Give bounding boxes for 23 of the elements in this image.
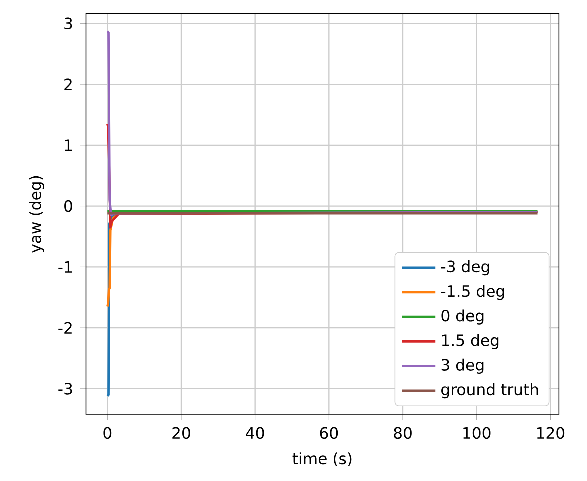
y-tick-label: -3 bbox=[58, 382, 72, 395]
x-tick-label: 60 bbox=[320, 427, 338, 439]
x-tick-label: 20 bbox=[172, 427, 190, 439]
y-tick-label: -1 bbox=[58, 261, 72, 273]
x-tick-label: 120 bbox=[537, 427, 565, 439]
legend-label: ground truth bbox=[442, 383, 538, 398]
legend-label: -3 deg bbox=[441, 260, 490, 276]
x-tick-label: 0 bbox=[104, 427, 112, 439]
x-axis-title: time (s) bbox=[292, 452, 352, 466]
x-tick-label: 40 bbox=[246, 427, 264, 439]
x-tick-label: 80 bbox=[394, 427, 412, 439]
y-tick-label: 2 bbox=[64, 78, 72, 90]
y-tick-label: 0 bbox=[64, 200, 72, 212]
legend-label: 3 deg bbox=[442, 358, 484, 374]
x-tick-label: 100 bbox=[464, 427, 491, 439]
y-axis-title: yaw (deg) bbox=[29, 176, 44, 253]
y-tick-label: -2 bbox=[58, 322, 72, 334]
line-series bbox=[106, 30, 539, 216]
y-tick-label: 3 bbox=[64, 18, 72, 30]
y-tick-label: 1 bbox=[65, 140, 72, 151]
legend-label: 0 deg bbox=[442, 310, 484, 325]
legend-label: -1.5 deg bbox=[441, 284, 504, 300]
legend-label: 1.5 deg bbox=[442, 334, 499, 350]
